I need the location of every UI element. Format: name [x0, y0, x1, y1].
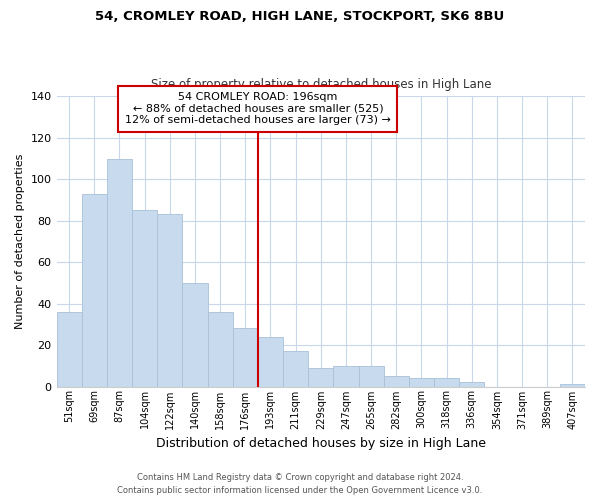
- Text: 54 CROMLEY ROAD: 196sqm
← 88% of detached houses are smaller (525)
12% of semi-d: 54 CROMLEY ROAD: 196sqm ← 88% of detache…: [125, 92, 391, 126]
- Bar: [258, 337, 283, 386]
- Bar: [157, 214, 182, 386]
- Bar: [283, 352, 308, 386]
- Bar: [208, 312, 233, 386]
- Bar: [182, 283, 208, 387]
- Bar: [82, 194, 107, 386]
- Bar: [308, 368, 334, 386]
- Text: Contains HM Land Registry data © Crown copyright and database right 2024.
Contai: Contains HM Land Registry data © Crown c…: [118, 474, 482, 495]
- Bar: [409, 378, 434, 386]
- Bar: [560, 384, 585, 386]
- Bar: [434, 378, 459, 386]
- Bar: [107, 158, 132, 386]
- Bar: [233, 328, 258, 386]
- Bar: [56, 312, 82, 386]
- Bar: [132, 210, 157, 386]
- X-axis label: Distribution of detached houses by size in High Lane: Distribution of detached houses by size …: [156, 437, 486, 450]
- Title: Size of property relative to detached houses in High Lane: Size of property relative to detached ho…: [151, 78, 491, 91]
- Bar: [334, 366, 359, 386]
- Bar: [359, 366, 383, 386]
- Text: 54, CROMLEY ROAD, HIGH LANE, STOCKPORT, SK6 8BU: 54, CROMLEY ROAD, HIGH LANE, STOCKPORT, …: [95, 10, 505, 23]
- Y-axis label: Number of detached properties: Number of detached properties: [15, 154, 25, 329]
- Bar: [383, 376, 409, 386]
- Bar: [459, 382, 484, 386]
